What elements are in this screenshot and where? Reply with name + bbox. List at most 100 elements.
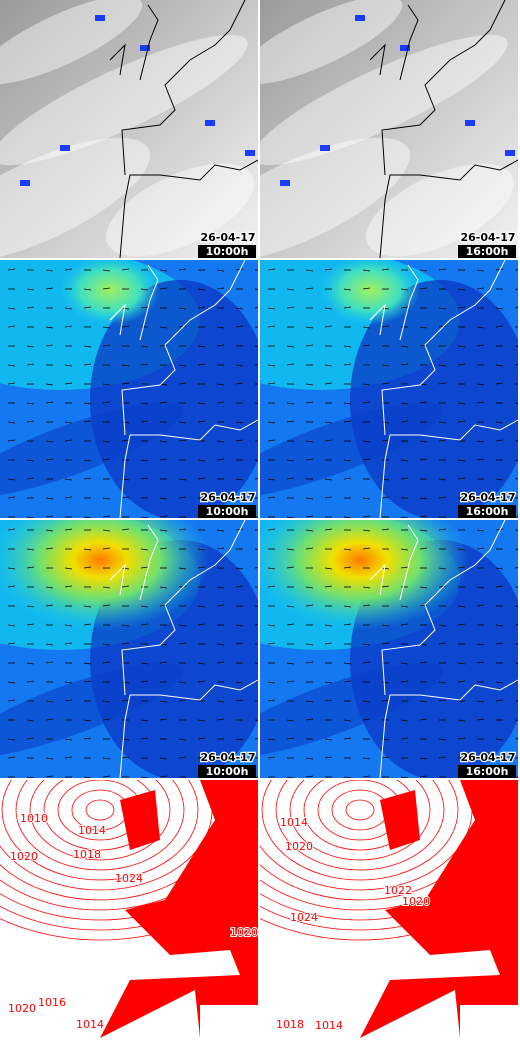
wind-arrow bbox=[216, 458, 225, 461]
wind-arrow bbox=[216, 718, 225, 721]
wind-arrow bbox=[64, 268, 73, 271]
wind-arrow bbox=[159, 458, 168, 461]
precip bbox=[140, 45, 150, 51]
wind-arrow bbox=[343, 288, 352, 291]
wind-arrow bbox=[362, 269, 371, 272]
wind-arrow bbox=[381, 421, 390, 424]
coastline bbox=[109, 0, 258, 258]
precip bbox=[355, 15, 365, 21]
wind-arrow bbox=[438, 325, 447, 328]
wind-arrow bbox=[254, 459, 258, 461]
isobar bbox=[261, 780, 459, 881]
isobar-label: 1014 bbox=[78, 824, 106, 837]
wind-arrow bbox=[121, 642, 130, 645]
wind-arrow bbox=[343, 402, 352, 405]
wind-arrow bbox=[438, 496, 447, 499]
wind-arrow bbox=[362, 401, 371, 404]
wind-arrow bbox=[7, 624, 16, 627]
wind-arrow bbox=[197, 363, 206, 366]
wind-arrow bbox=[305, 344, 314, 347]
wind-arrow bbox=[457, 662, 466, 665]
wind-arrow bbox=[305, 440, 314, 443]
wind-arrow bbox=[324, 382, 333, 385]
wind-arrow bbox=[343, 363, 352, 366]
wind-arrow bbox=[102, 604, 111, 607]
isobar-label: 1014 bbox=[315, 1019, 343, 1032]
wind-arrow bbox=[159, 718, 168, 721]
wind-arrow bbox=[7, 496, 16, 499]
wind-arrow bbox=[362, 775, 371, 778]
wind-arrow bbox=[381, 364, 390, 367]
wind-arrow bbox=[7, 325, 16, 328]
isobar-label: 1020 bbox=[230, 926, 258, 939]
wind-arrow bbox=[362, 700, 371, 703]
wind-arrow bbox=[159, 515, 168, 518]
time-label: 10:00h bbox=[206, 245, 249, 258]
wind-arrow bbox=[235, 681, 244, 684]
wind-arrow bbox=[26, 548, 35, 551]
wind-arrow bbox=[83, 516, 92, 518]
precip bbox=[95, 15, 105, 21]
wind-arrow bbox=[286, 477, 295, 480]
wind-arrow bbox=[267, 364, 276, 367]
wind-arrow bbox=[45, 383, 54, 386]
wind-arrow bbox=[26, 516, 35, 518]
wind-arrow bbox=[64, 439, 73, 442]
wind-arrow bbox=[216, 529, 225, 532]
wind-arrow bbox=[216, 586, 225, 589]
wind-arrow bbox=[419, 269, 428, 272]
wind-arrow bbox=[286, 420, 295, 423]
wind-arrow bbox=[514, 345, 518, 347]
wind-arrow bbox=[235, 699, 244, 702]
wind-arrow bbox=[286, 306, 295, 309]
wind-arrow bbox=[400, 680, 409, 683]
wind-arrow bbox=[286, 623, 295, 626]
wind-arrow bbox=[102, 757, 111, 760]
isobar bbox=[345, 799, 375, 821]
wind-arrow bbox=[400, 477, 409, 480]
wind-arrow bbox=[45, 440, 54, 443]
precip bbox=[320, 145, 330, 151]
wind-arrow bbox=[267, 307, 276, 310]
wind-arrow bbox=[121, 756, 130, 759]
blank-box bbox=[460, 1005, 518, 1038]
wind-arrow bbox=[83, 605, 92, 608]
wind-arrow bbox=[140, 737, 149, 740]
wind-arrow bbox=[324, 699, 333, 702]
wind-arrow bbox=[197, 680, 206, 683]
cloud-band bbox=[0, 137, 151, 258]
wind-arrow bbox=[286, 680, 295, 683]
wind-arrow bbox=[457, 420, 466, 423]
wind-arrow bbox=[286, 566, 295, 569]
date-label: 26-04-17 bbox=[200, 751, 255, 764]
wind-arrow bbox=[400, 548, 409, 551]
wind-arrow bbox=[286, 459, 295, 462]
precip bbox=[205, 120, 215, 126]
wind-arrow bbox=[254, 662, 258, 664]
wind-arrow bbox=[140, 516, 149, 518]
wind-arrow bbox=[419, 497, 428, 500]
wind-arrow bbox=[159, 604, 168, 607]
wind-arrow bbox=[197, 306, 206, 309]
wind-arrow bbox=[140, 623, 149, 626]
wind-arrow bbox=[400, 345, 409, 348]
wind-arrow bbox=[305, 458, 314, 461]
wind-arrow bbox=[216, 287, 225, 290]
wind-arrow bbox=[197, 548, 206, 551]
wind-arrow bbox=[514, 364, 518, 366]
wind-arrow bbox=[178, 268, 187, 271]
wind-arrow bbox=[197, 719, 206, 722]
wind-arrow bbox=[235, 528, 244, 531]
wind-arrow bbox=[102, 529, 111, 532]
wind-arrow bbox=[476, 497, 485, 500]
wind-arrow bbox=[197, 605, 206, 608]
wind-arrow bbox=[457, 345, 466, 348]
coastline bbox=[369, 0, 518, 258]
wind-arrow bbox=[178, 738, 187, 741]
precip bbox=[400, 45, 410, 51]
wind-arrow bbox=[381, 325, 390, 328]
wind-arrow bbox=[400, 719, 409, 722]
isobar bbox=[289, 780, 431, 861]
wind-arrow bbox=[121, 421, 130, 424]
wind-arrow bbox=[476, 458, 485, 461]
